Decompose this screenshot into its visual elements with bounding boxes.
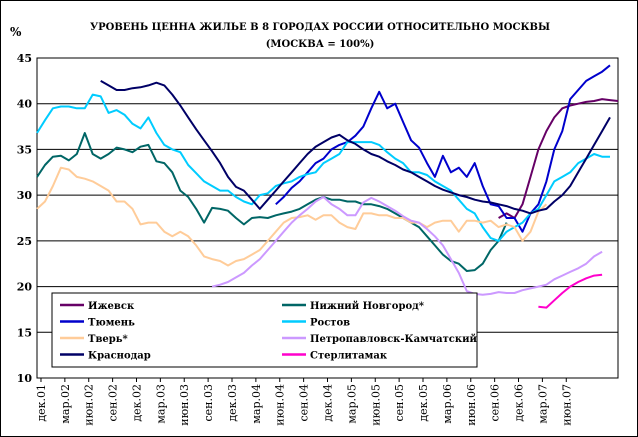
y-tick-label: 20 bbox=[17, 281, 33, 294]
y-tick-label: 30 bbox=[17, 189, 33, 202]
x-tick-label: сен.05 bbox=[393, 384, 406, 422]
y-tick-label: 45 bbox=[17, 52, 32, 65]
y-tick-label: 40 bbox=[17, 98, 33, 111]
gridlines bbox=[36, 57, 619, 382]
legend-label: Ижевск bbox=[88, 301, 135, 312]
series-line-5 bbox=[211, 196, 603, 296]
x-tick-label: мар.05 bbox=[345, 384, 358, 424]
y-tick-label: 35 bbox=[17, 143, 32, 156]
x-tick-label: мар.07 bbox=[536, 384, 549, 424]
y-tick-labels: 10 15 20 25 30 35 40 45 bbox=[17, 52, 33, 385]
x-tick-label: сен.03 bbox=[202, 384, 215, 422]
x-tick-label: июн.04 bbox=[274, 384, 287, 426]
legend-label: Стерлитамак bbox=[310, 351, 388, 362]
legend: Ижевск Нижний Новгород* Тюмень Ростов Тверь*… bbox=[51, 292, 478, 368]
x-tick-label: дек.05 bbox=[417, 384, 430, 422]
y-tick-label: 15 bbox=[17, 326, 32, 339]
legend-label: Ростов bbox=[310, 318, 350, 329]
chart-title: УРОВЕНЬ ЦЕННА ЖИЛЬЕ В 8 ГОРОДАХ РОССИИ О… bbox=[90, 22, 550, 33]
series-line-4 bbox=[36, 166, 548, 267]
series-line-1 bbox=[36, 132, 508, 272]
series-line-7 bbox=[538, 273, 603, 309]
x-tick-label: мар.06 bbox=[441, 384, 454, 424]
legend-label: Нижний Новгород* bbox=[310, 301, 425, 312]
legend-label: Тюмень bbox=[88, 318, 135, 329]
x-tick-label: дек.01 bbox=[35, 384, 48, 422]
x-tick-label: июн.02 bbox=[83, 384, 96, 426]
series-line-0 bbox=[498, 98, 619, 219]
legend-label: Тверь* bbox=[88, 334, 129, 345]
series-line-6 bbox=[100, 80, 611, 215]
x-tick-label: сен.02 bbox=[107, 384, 120, 422]
series-line-2 bbox=[275, 64, 611, 233]
x-tick-label: дек.06 bbox=[513, 384, 526, 422]
x-tick-label: мар.04 bbox=[250, 384, 263, 424]
x-tick-label: дек.04 bbox=[322, 384, 335, 422]
series-lines bbox=[36, 64, 619, 309]
x-tick-label: мар.02 bbox=[59, 384, 72, 424]
x-tick-label: сен.06 bbox=[489, 384, 502, 422]
legend-box bbox=[51, 292, 478, 368]
x-tick-label: июн.05 bbox=[369, 384, 382, 426]
x-tick-label: сен.04 bbox=[298, 384, 311, 422]
x-tick-label: июн.03 bbox=[178, 384, 191, 426]
x-tick-label: июн.06 bbox=[465, 384, 478, 426]
legend-label: Краснодар bbox=[88, 351, 151, 362]
y-tick-label: 25 bbox=[17, 235, 32, 248]
x-tick-label: июн.07 bbox=[560, 384, 573, 426]
legend-label: Петропавловск-Камчатский bbox=[310, 334, 478, 345]
x-tick-label: мар.03 bbox=[154, 384, 167, 424]
x-tick-labels: дек.01 мар.02 июн.02 сен.02 дек.02 мар.03 июн.… bbox=[35, 384, 573, 426]
x-tick-label: дек.03 bbox=[226, 384, 239, 422]
y-tick-label: 10 bbox=[17, 372, 33, 385]
x-tick-label: дек.02 bbox=[130, 384, 143, 422]
y-axis-label: % bbox=[10, 25, 22, 39]
chart-subtitle: (МОСКВА = 100%) bbox=[266, 39, 375, 50]
